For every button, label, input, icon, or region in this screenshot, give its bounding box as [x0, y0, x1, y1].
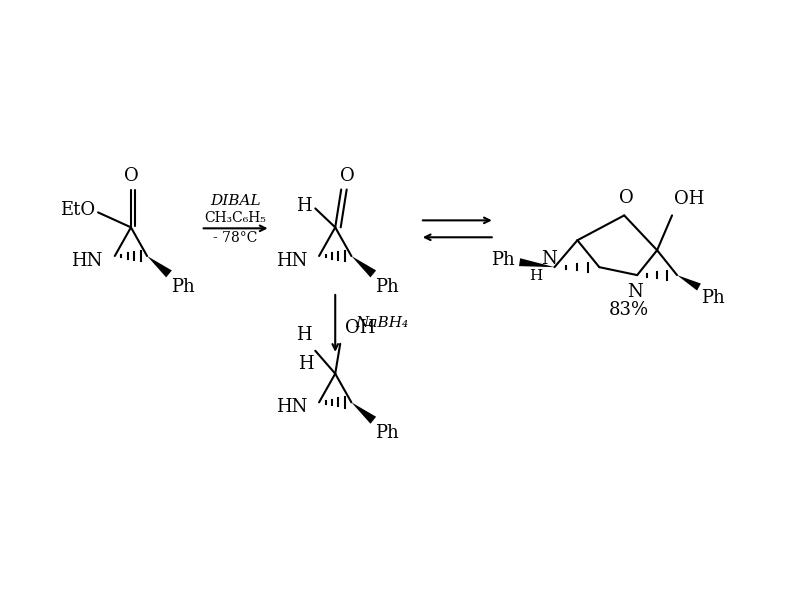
- Text: HN: HN: [71, 252, 103, 270]
- Polygon shape: [519, 258, 554, 267]
- Text: O: O: [123, 167, 138, 185]
- Polygon shape: [677, 275, 701, 290]
- Text: DIBAL: DIBAL: [210, 194, 261, 208]
- Text: HN: HN: [276, 252, 307, 270]
- Text: O: O: [619, 190, 634, 208]
- Text: - 78°C: - 78°C: [214, 231, 258, 245]
- Text: HN: HN: [276, 398, 307, 416]
- Text: Ph: Ph: [171, 278, 194, 296]
- Text: H: H: [530, 269, 542, 283]
- Text: Ph: Ph: [701, 289, 725, 307]
- Text: OH: OH: [674, 190, 705, 208]
- Text: NaBH₄: NaBH₄: [355, 316, 408, 330]
- Text: 83%: 83%: [609, 301, 650, 319]
- Text: CH₃C₆H₅: CH₃C₆H₅: [205, 211, 266, 226]
- Text: N: N: [542, 250, 558, 268]
- Text: Ph: Ph: [375, 278, 399, 296]
- Polygon shape: [351, 256, 376, 277]
- Text: H: H: [298, 355, 314, 373]
- Text: H: H: [296, 197, 311, 215]
- Text: N: N: [627, 283, 643, 301]
- Text: OH: OH: [345, 319, 375, 337]
- Text: O: O: [340, 167, 354, 185]
- Text: Ph: Ph: [491, 251, 514, 269]
- Text: H: H: [296, 326, 311, 344]
- Text: EtO: EtO: [60, 202, 95, 220]
- Text: Ph: Ph: [375, 424, 399, 442]
- Polygon shape: [147, 256, 172, 277]
- Polygon shape: [351, 403, 376, 424]
